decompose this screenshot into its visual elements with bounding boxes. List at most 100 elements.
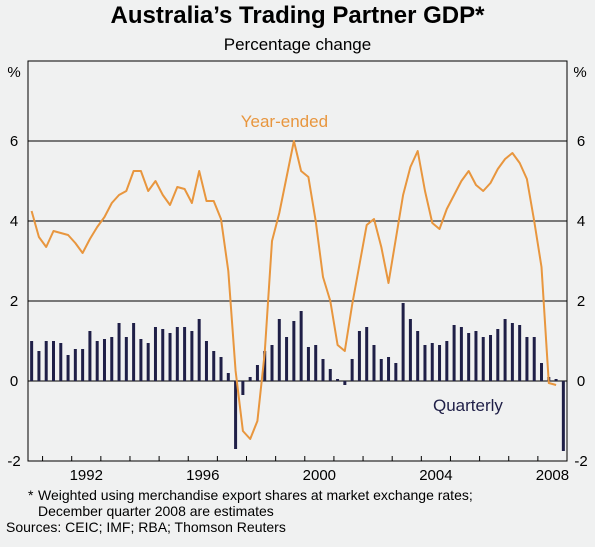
quarterly-bar bbox=[95, 341, 99, 381]
quarterly-bar bbox=[153, 327, 157, 381]
quarterly-bar bbox=[459, 327, 463, 381]
quarterly-bar bbox=[430, 343, 434, 381]
quarterly-bar bbox=[365, 327, 369, 381]
quarterly-bar bbox=[66, 355, 70, 381]
quarterly-bar bbox=[132, 323, 136, 381]
quarterly-bar bbox=[452, 325, 456, 381]
quarterly-bar bbox=[204, 341, 208, 381]
quarterly-bar bbox=[234, 381, 238, 449]
quarterly-bar bbox=[263, 351, 267, 381]
quarterly-bar bbox=[314, 345, 318, 381]
quarterly-bar bbox=[321, 359, 325, 381]
quarterly-bar bbox=[496, 329, 500, 381]
y-tick-label-right: 6 bbox=[577, 133, 585, 150]
y-tick-label-right: 4 bbox=[577, 213, 585, 230]
quarterly-bar bbox=[59, 343, 63, 381]
quarterly-bar bbox=[510, 323, 514, 381]
x-tick-label: 1992 bbox=[70, 467, 103, 484]
quarterly-bar bbox=[51, 341, 55, 381]
quarterly-bar bbox=[394, 363, 398, 381]
quarterly-bar bbox=[328, 369, 332, 381]
y-tick-label-left: 6 bbox=[10, 133, 18, 150]
quarterly-bar bbox=[226, 373, 230, 381]
x-tick-label: 2008 bbox=[536, 467, 569, 484]
quarterly-bar bbox=[299, 311, 303, 381]
quarterly-bar bbox=[110, 337, 114, 381]
quarterly-bar bbox=[183, 327, 187, 381]
y-tick-label-right: 2 bbox=[577, 293, 585, 310]
x-tick-label: 2004 bbox=[419, 467, 452, 484]
footnote-line-1: Weighted using merchandise export shares… bbox=[38, 487, 473, 503]
quarterly-bar bbox=[255, 365, 259, 381]
quarterly-bar bbox=[102, 339, 106, 381]
quarterly-bar bbox=[481, 337, 485, 381]
y-tick-label-left: 0 bbox=[10, 373, 18, 390]
quarterly-bar bbox=[248, 377, 252, 381]
quarterly-bar bbox=[474, 331, 478, 381]
quarterly-bar bbox=[372, 345, 376, 381]
quarterly-bar bbox=[350, 359, 354, 381]
quarterly-bar bbox=[219, 357, 223, 381]
quarterly-bar bbox=[139, 339, 143, 381]
quarterly-bar bbox=[503, 319, 507, 381]
quarterly-bar bbox=[277, 319, 281, 381]
quarterly-bar bbox=[336, 379, 340, 381]
x-tick-label: 1996 bbox=[186, 467, 219, 484]
quarterly-bar bbox=[175, 327, 179, 381]
quarterly-bar bbox=[438, 345, 442, 381]
year-ended-line bbox=[30, 140, 557, 440]
quarterly-bar bbox=[561, 381, 565, 451]
quarterly-bar bbox=[117, 323, 121, 381]
quarterly-bar bbox=[343, 381, 347, 385]
quarterly-bar bbox=[445, 341, 449, 381]
quarterly-bar bbox=[73, 349, 77, 381]
year-ended-label: Year-ended bbox=[241, 112, 328, 131]
quarterly-bar bbox=[532, 337, 536, 381]
quarterly-bar bbox=[161, 329, 165, 381]
quarterly-bar bbox=[168, 333, 172, 381]
quarterly-bar bbox=[88, 331, 92, 381]
y-tick-label-left: 2 bbox=[10, 293, 18, 310]
quarterly-bar bbox=[423, 345, 427, 381]
sources-text: Sources: CEIC; IMF; RBA; Thomson Reuters bbox=[6, 519, 286, 535]
quarterly-bar bbox=[212, 351, 216, 381]
quarterly-bar bbox=[554, 379, 558, 381]
y-tick-label-left: 4 bbox=[10, 213, 18, 230]
chart-subtitle: Percentage change bbox=[223, 35, 372, 54]
quarterly-bar bbox=[379, 359, 383, 381]
quarterly-bar bbox=[146, 343, 150, 381]
quarterly-bar bbox=[285, 337, 289, 381]
y-unit-right: % bbox=[573, 64, 586, 81]
y-unit-left: % bbox=[7, 64, 20, 81]
x-tick-label: 2000 bbox=[303, 467, 336, 484]
footnote-marker: * bbox=[28, 487, 34, 503]
quarterly-bar bbox=[408, 319, 412, 381]
quarterly-bar bbox=[357, 331, 361, 381]
quarterly-bar bbox=[518, 325, 522, 381]
quarterly-bar bbox=[306, 347, 310, 381]
quarterly-bar bbox=[540, 363, 544, 381]
quarterly-bars bbox=[30, 303, 565, 451]
y-tick-label-right: 0 bbox=[577, 373, 585, 390]
footnote-line-2: December quarter 2008 are estimates bbox=[38, 503, 274, 519]
quarterly-bar bbox=[489, 335, 493, 381]
quarterly-bar bbox=[467, 333, 471, 381]
quarterly-bar bbox=[401, 303, 405, 381]
y-tick-label-right: -2 bbox=[574, 453, 587, 470]
quarterly-bar bbox=[37, 351, 41, 381]
year-ended-line-path bbox=[30, 140, 557, 440]
notes: * Weighted using merchandise export shar… bbox=[6, 487, 473, 535]
quarterly-bar bbox=[241, 381, 245, 395]
quarterly-bar bbox=[197, 319, 201, 381]
quarterly-bar bbox=[416, 331, 420, 381]
quarterly-label: Quarterly bbox=[433, 396, 503, 415]
axes: 6 6 4 4 2 2 0 0 -2 -2 1992 1996 2000 2004 2008 bbox=[7, 133, 587, 484]
quarterly-bar bbox=[292, 321, 296, 381]
quarterly-bar bbox=[190, 331, 194, 381]
quarterly-bar bbox=[124, 337, 128, 381]
quarterly-bar bbox=[81, 349, 85, 381]
quarterly-bar bbox=[525, 337, 529, 381]
quarterly-bar bbox=[387, 357, 391, 381]
quarterly-bar bbox=[270, 345, 274, 381]
